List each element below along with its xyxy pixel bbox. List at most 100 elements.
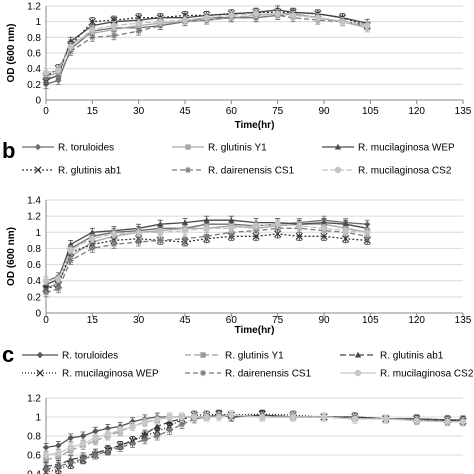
data-point: [110, 241, 118, 248]
data-point: [141, 436, 149, 443]
legend-label: R. mucilaginosa CS2: [358, 166, 452, 177]
data-point: [289, 413, 297, 421]
series-line: [45, 414, 464, 470]
panel-label: c: [2, 342, 14, 367]
y-tick-label: 0.2: [27, 292, 41, 303]
x-tick-label: 0: [43, 106, 49, 117]
x-tick-label: 30: [133, 106, 145, 117]
data-point: [92, 451, 99, 459]
data-point: [215, 413, 223, 421]
data-point: [55, 67, 62, 74]
series-line: [45, 219, 368, 282]
y-tick-label: 1: [35, 17, 41, 28]
data-point: [203, 413, 210, 421]
y-tick-label: 0.8: [27, 432, 41, 443]
data-point: [228, 411, 235, 419]
data-point: [135, 14, 143, 22]
data-point: [181, 16, 189, 24]
data-point: [89, 229, 96, 235]
y-tick-label: 1.4: [27, 196, 41, 207]
chart-panel-2: c R. toruloides R. glutinis Y1 R. glutinis …: [2, 342, 474, 474]
data-point: [166, 427, 173, 434]
data-point: [135, 229, 142, 236]
legend-item: R. toruloides: [22, 143, 114, 154]
data-point: [89, 235, 96, 242]
data-point: [67, 434, 74, 442]
data-point: [92, 434, 99, 442]
data-point: [191, 413, 198, 421]
legend-marker: [36, 351, 44, 359]
legend-item: R. dairenensis CS1: [185, 369, 312, 380]
data-point: [55, 442, 62, 449]
series-5: [42, 219, 371, 286]
data-point: [252, 10, 260, 18]
data-point: [67, 459, 74, 466]
data-point: [89, 26, 96, 33]
data-point: [67, 257, 74, 264]
data-point: [342, 227, 349, 234]
y-tick-label: 0.2: [27, 80, 41, 91]
data-point: [89, 245, 96, 252]
series-line: [45, 14, 368, 79]
legend-marker: [199, 369, 207, 377]
data-point: [228, 12, 235, 19]
data-point: [79, 432, 87, 440]
data-point: [342, 221, 349, 227]
data-point: [110, 16, 118, 24]
data-point: [79, 455, 87, 462]
data-point: [181, 219, 189, 226]
data-point: [274, 10, 281, 18]
legend-label: R. glutinis ab1: [58, 166, 122, 177]
legend-item: R. toruloides: [22, 351, 118, 362]
legend-marker: [354, 369, 362, 377]
y-tick-label: 1: [35, 413, 41, 424]
y-tick-label: 0.4: [27, 276, 41, 287]
data-point: [203, 233, 210, 240]
data-point: [320, 232, 328, 240]
legend-label: R. dairenensis CS1: [225, 369, 312, 380]
x-tick-label: 60: [226, 106, 238, 117]
data-point: [110, 22, 118, 29]
data-point: [42, 289, 50, 297]
data-point: [259, 413, 266, 421]
data-point: [181, 227, 189, 234]
series-line: [45, 219, 368, 286]
y-tick-label: 1.2: [27, 212, 41, 223]
legend-item: R. glutinis Y1: [185, 351, 284, 362]
data-point: [135, 27, 142, 35]
y-axis-title: OD (600 nm): [6, 227, 17, 286]
data-point: [67, 241, 74, 247]
x-tick-label: 120: [408, 106, 425, 117]
legend-item: R. mucilaginosa CS2: [340, 369, 474, 380]
data-point: [320, 219, 328, 226]
chart-panel-0: 0 0.2 0.4 0.6 0.8 1 1.2 0 15 30 45 60 75 90 105 120 135 T…: [6, 2, 472, 132]
x-axis-title: Time(hr): [235, 325, 275, 336]
x-tick-label: 75: [272, 315, 284, 326]
data-point: [351, 415, 359, 423]
legend-item: R. dairenensis CS1: [172, 166, 295, 177]
data-point: [116, 427, 124, 434]
legend-label: R. dairenensis CS1: [208, 166, 295, 177]
legend-marker: [200, 352, 206, 358]
legend-item: R. mucilaginosa WEP: [22, 369, 159, 380]
series-line: [45, 227, 368, 294]
legend-label: R. mucilaginosa WEP: [358, 143, 455, 154]
data-point: [104, 448, 111, 455]
data-point: [154, 432, 161, 440]
data-point: [413, 417, 420, 424]
data-point: [178, 421, 186, 428]
y-tick-label: 1.2: [27, 394, 41, 405]
data-point: [104, 430, 111, 438]
data-point: [203, 14, 210, 21]
data-point: [459, 418, 467, 425]
legend-marker: [334, 166, 342, 174]
x-tick-label: 0: [43, 315, 49, 326]
data-point: [88, 18, 96, 26]
data-point: [42, 69, 50, 76]
x-tick-label: 60: [226, 315, 238, 326]
data-point: [55, 463, 62, 470]
data-point: [67, 444, 74, 451]
data-point: [382, 415, 389, 423]
data-point: [274, 221, 281, 228]
